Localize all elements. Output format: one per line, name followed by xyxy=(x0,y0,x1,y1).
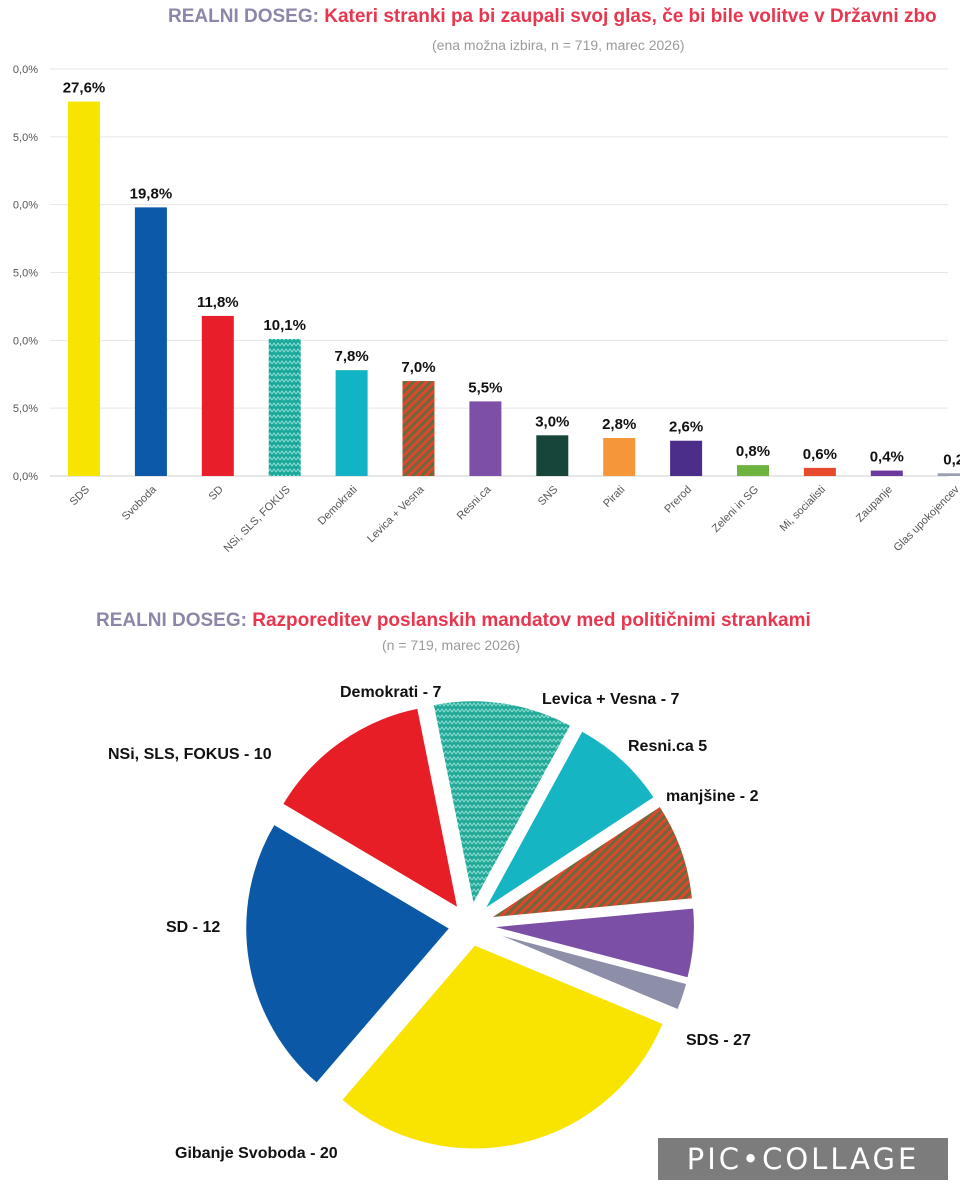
bar-category-label: Pirati xyxy=(601,484,627,510)
pie-slice xyxy=(489,906,696,980)
bar-chart-subtitle: (ena možna izbira, n = 719, marec 2026) xyxy=(432,37,685,53)
bar xyxy=(603,438,636,476)
bar-value-label: 0,6% xyxy=(803,446,837,463)
bar xyxy=(335,370,368,476)
bar-chart: 0,0% 5,0% 0,0% 5,0% 0,0% 5,0% 0,0% 27,6% 19,8% 1… xyxy=(13,64,960,555)
bar xyxy=(803,467,836,476)
bar xyxy=(670,440,703,476)
pie-chart-subtitle: (n = 719, marec 2026) xyxy=(382,637,521,653)
pie-slice-label: manjšine - 2 xyxy=(666,788,759,805)
bar-category-label: SNS xyxy=(536,484,560,508)
bar-value-label: 19,8% xyxy=(130,185,173,202)
bar-value-label: 0,8% xyxy=(736,443,770,460)
bar-category-label: Glas upokojencev xyxy=(891,483,960,554)
bar-category-label: Levica + Vesna xyxy=(365,483,427,545)
bar-ytick-label: 5,0% xyxy=(13,132,38,144)
pie-slice xyxy=(488,930,689,1012)
pie-chart-title-main: Razporeditev poslanskih mandatov med pol… xyxy=(252,610,811,631)
bar-ytick-label: 0,0% xyxy=(13,335,38,347)
bar-value-label: 10,1% xyxy=(263,317,306,334)
bar-value-label: 2,6% xyxy=(669,419,703,436)
pie-chart-title-prefix: REALNI DOSEG: xyxy=(96,610,247,631)
bar-value-label: 11,8% xyxy=(197,294,239,311)
bar-value-label: 0,4% xyxy=(870,449,904,466)
bar-ytick-label: 0,0% xyxy=(13,200,38,212)
bar-chart-title: REALNI DOSEG: Kateri stranki pa bi zaupa… xyxy=(168,6,937,28)
pie-slice xyxy=(339,943,666,1151)
bar xyxy=(870,470,903,476)
pie-slice xyxy=(488,804,695,920)
bar-ytick-label: 5,0% xyxy=(13,268,38,280)
pie-slice-label: Resni.ca 5 xyxy=(628,738,707,755)
pie-slices xyxy=(244,699,696,1151)
bar-series xyxy=(68,101,960,476)
bar-ytick-label: 5,0% xyxy=(13,403,38,415)
bar xyxy=(469,401,502,476)
bar xyxy=(201,315,234,476)
pie-slice-label: SD - 12 xyxy=(166,919,220,936)
pie-slice-label: Levica + Vesna - 7 xyxy=(542,691,680,708)
bar-value-label: 27,6% xyxy=(63,80,106,97)
pie-slice-label: Demokrati - 7 xyxy=(340,684,441,701)
pie-chart: Demokrati - 7 Levica + Vesna - 7 Resni.ca … xyxy=(108,684,759,1162)
bar-category-label: Zaupanje xyxy=(854,484,895,525)
bar xyxy=(268,338,301,476)
bar-category-label: Zeleni in SG xyxy=(710,484,761,535)
bar xyxy=(937,473,960,476)
bar-category-label: Prerod xyxy=(662,484,694,516)
bar-chart-title-prefix: REALNI DOSEG: xyxy=(168,6,319,27)
bar-category-label: SD xyxy=(207,484,226,503)
bar-value-label: 7,0% xyxy=(401,359,435,376)
pie-chart-title: REALNI DOSEG: Razporeditev poslanskih ma… xyxy=(96,610,811,632)
pie-slice xyxy=(431,699,573,909)
bar-category-label: Demokrati xyxy=(316,484,360,528)
bar-chart-title-main: Kateri stranki pa bi zaupali svoj glas, … xyxy=(324,6,937,27)
bar-category-label: NSi, SLS, FOKUS xyxy=(222,484,293,555)
bar xyxy=(536,435,569,476)
bar-category-label: SDS xyxy=(68,484,92,508)
bar xyxy=(737,465,769,476)
pie-slice xyxy=(244,822,452,1086)
bar-value-labels: 27,6% 19,8% 11,8% 10,1% 7,8% 7,0% 5,5% 3,0% 2,8%… xyxy=(63,80,960,469)
pie-labels: Demokrati - 7 Levica + Vesna - 7 Resni.ca … xyxy=(108,684,759,1162)
bar-ytick-label: 0,0% xyxy=(13,64,38,76)
bar-value-label: 0,2 xyxy=(943,451,960,468)
bar-ytick-label: 0,0% xyxy=(13,471,38,483)
pie-slice-label: NSi, SLS, FOKUS - 10 xyxy=(108,746,272,763)
bar-category-label: Svoboda xyxy=(120,483,160,523)
bar-value-label: 5,5% xyxy=(468,379,502,396)
bar-value-label: 7,8% xyxy=(334,348,368,365)
bar xyxy=(68,101,100,476)
pie-slice-label: Gibanje Svoboda - 20 xyxy=(175,1145,338,1162)
bar-category-label: Resni.ca xyxy=(455,483,494,522)
pie-slice-label: SDS - 27 xyxy=(686,1032,751,1049)
pic-collage-watermark: PIC•COLLAGE xyxy=(658,1138,948,1180)
bar-value-label: 3,0% xyxy=(535,413,569,430)
pie-slice xyxy=(280,706,460,911)
bar-category-label: Mi, socialisti xyxy=(778,484,828,534)
bar-value-label: 2,8% xyxy=(602,416,636,433)
bar xyxy=(134,207,167,476)
bar xyxy=(402,381,435,476)
pie-slice xyxy=(482,729,657,912)
